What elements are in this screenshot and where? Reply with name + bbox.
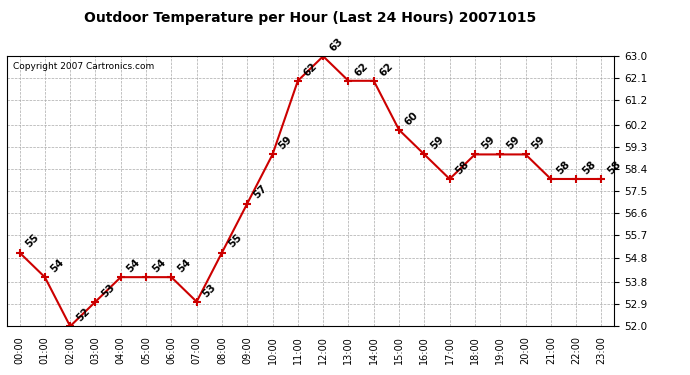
Text: 55: 55 — [23, 232, 41, 250]
Text: 59: 59 — [504, 134, 522, 152]
Text: 53: 53 — [201, 282, 218, 299]
Text: 62: 62 — [378, 61, 395, 78]
Text: 54: 54 — [150, 257, 168, 274]
Text: 59: 59 — [530, 134, 547, 152]
Text: 54: 54 — [175, 257, 193, 274]
Text: 63: 63 — [327, 36, 344, 54]
Text: 53: 53 — [99, 282, 117, 299]
Text: 57: 57 — [251, 183, 269, 201]
Text: 59: 59 — [277, 134, 294, 152]
Text: 55: 55 — [226, 232, 244, 250]
Text: 60: 60 — [403, 110, 420, 127]
Text: 58: 58 — [606, 159, 623, 176]
Text: Copyright 2007 Cartronics.com: Copyright 2007 Cartronics.com — [13, 62, 155, 70]
Text: 54: 54 — [125, 257, 142, 274]
Text: 59: 59 — [428, 134, 446, 152]
Text: 62: 62 — [353, 61, 370, 78]
Text: 58: 58 — [555, 159, 572, 176]
Text: 54: 54 — [49, 257, 66, 274]
Text: 52: 52 — [75, 306, 92, 324]
Text: 58: 58 — [454, 159, 471, 176]
Text: 62: 62 — [302, 61, 319, 78]
Text: Outdoor Temperature per Hour (Last 24 Hours) 20071015: Outdoor Temperature per Hour (Last 24 Ho… — [84, 11, 537, 25]
Text: 58: 58 — [580, 159, 598, 176]
Text: 59: 59 — [479, 134, 496, 152]
